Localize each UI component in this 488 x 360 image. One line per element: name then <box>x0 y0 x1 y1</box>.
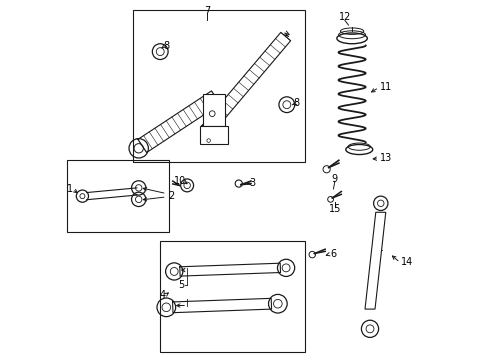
Text: 8: 8 <box>163 41 169 50</box>
Text: 12: 12 <box>338 12 350 22</box>
Polygon shape <box>172 298 271 313</box>
Polygon shape <box>364 212 385 309</box>
Text: 9: 9 <box>331 174 337 184</box>
Polygon shape <box>203 94 224 126</box>
Text: 11: 11 <box>379 82 391 92</box>
Text: 1: 1 <box>67 184 73 194</box>
Text: 4: 4 <box>160 291 165 301</box>
Text: 6: 6 <box>330 248 336 258</box>
Text: 13: 13 <box>379 153 391 163</box>
Text: 3: 3 <box>249 178 255 188</box>
Text: 8: 8 <box>293 98 299 108</box>
Polygon shape <box>180 263 280 276</box>
Text: 7: 7 <box>203 6 209 17</box>
Text: 14: 14 <box>400 257 413 267</box>
Text: 2: 2 <box>168 191 174 201</box>
Text: 10: 10 <box>173 176 185 186</box>
Polygon shape <box>199 126 228 144</box>
Text: 5: 5 <box>178 280 184 290</box>
Text: 15: 15 <box>328 204 340 215</box>
